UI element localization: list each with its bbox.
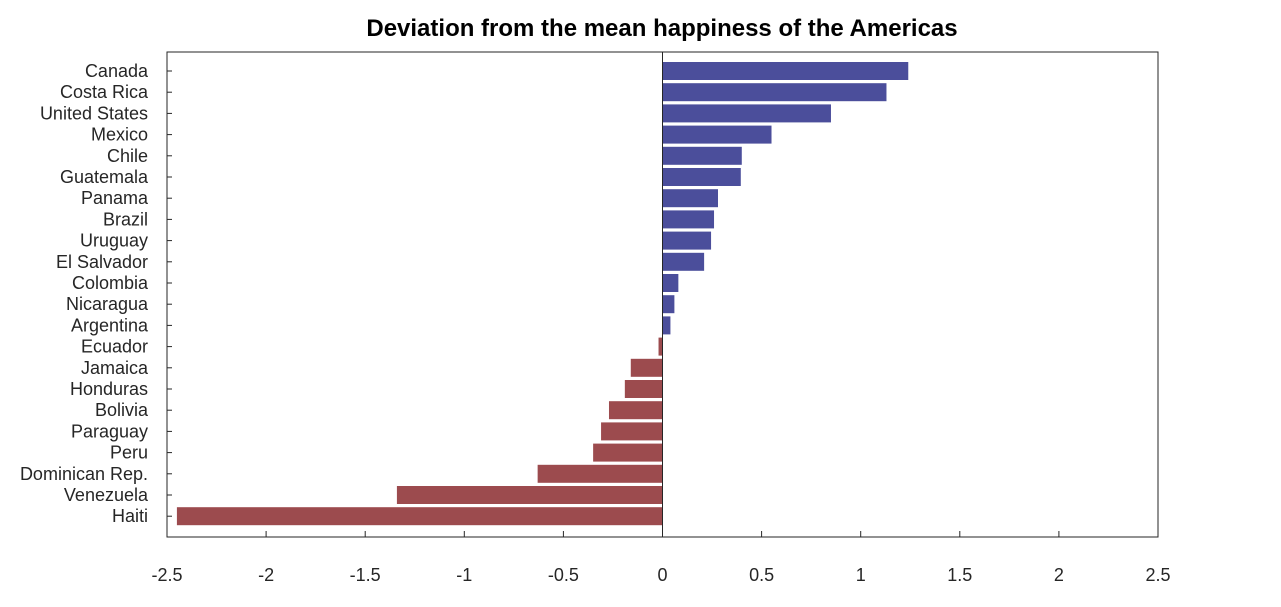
bar-dominican-rep bbox=[537, 464, 663, 483]
y-tick-label-el-salvador: El Salvador bbox=[56, 252, 148, 272]
y-tick-label-brazil: Brazil bbox=[103, 209, 148, 229]
bar-colombia bbox=[662, 274, 679, 292]
y-tick-label-paraguay: Paraguay bbox=[71, 421, 148, 441]
y-tick-label-panama: Panama bbox=[81, 188, 149, 208]
bar-costa-rica bbox=[662, 83, 887, 102]
x-tick-label: 2 bbox=[1054, 565, 1064, 585]
y-tick-label-haiti: Haiti bbox=[112, 506, 148, 526]
x-tick-label: -1 bbox=[456, 565, 472, 585]
bar-bolivia bbox=[608, 401, 663, 420]
y-tick-label-uruguay: Uruguay bbox=[80, 231, 148, 251]
bar-peru bbox=[593, 443, 663, 462]
y-tick-label-colombia: Colombia bbox=[72, 273, 149, 293]
x-tick-label: -0.5 bbox=[548, 565, 579, 585]
x-tick-label: 1 bbox=[856, 565, 866, 585]
y-tick-label-argentina: Argentina bbox=[71, 315, 149, 335]
bars-group bbox=[176, 62, 909, 526]
bar-el-salvador bbox=[662, 252, 705, 271]
bar-ecuador bbox=[658, 337, 663, 356]
x-tick-label: -2.5 bbox=[151, 565, 182, 585]
y-tick-label-venezuela: Venezuela bbox=[64, 485, 149, 505]
x-tick-label: 1.5 bbox=[947, 565, 972, 585]
axes-group bbox=[166, 51, 1159, 538]
bar-honduras bbox=[624, 380, 663, 398]
y-tick-label-chile: Chile bbox=[107, 146, 148, 166]
x-tick-label: -1.5 bbox=[350, 565, 381, 585]
bar-uruguay bbox=[662, 231, 712, 250]
chart-title: Deviation from the mean happiness of the… bbox=[366, 15, 957, 42]
x-tick-label: 2.5 bbox=[1145, 565, 1170, 585]
bar-mexico bbox=[662, 125, 772, 144]
bar-venezuela bbox=[396, 486, 663, 504]
bar-haiti bbox=[176, 507, 663, 526]
bar-argentina bbox=[662, 316, 671, 335]
y-tick-label-bolivia: Bolivia bbox=[95, 400, 149, 420]
y-tick-label-jamaica: Jamaica bbox=[81, 358, 149, 378]
x-tick-label: 0.5 bbox=[749, 565, 774, 585]
y-tick-label-canada: Canada bbox=[85, 61, 149, 81]
y-tick-label-mexico: Mexico bbox=[91, 125, 148, 145]
bar-jamaica bbox=[630, 358, 663, 377]
y-tick-label-honduras: Honduras bbox=[70, 379, 148, 399]
bar-paraguay bbox=[601, 422, 663, 441]
y-tick-label-costa-rica: Costa Rica bbox=[60, 82, 149, 102]
bar-nicaragua bbox=[662, 295, 675, 314]
y-tick-label-dominican-rep: Dominican Rep. bbox=[20, 464, 148, 484]
y-tick-label-guatemala: Guatemala bbox=[60, 167, 149, 187]
y-tick-label-united-states: United States bbox=[40, 103, 148, 123]
bar-chile bbox=[662, 146, 742, 165]
x-tick-labels: -2.5 -2 -1.5 -1 -0.5 0 0.5 1 1.5 2 2.5 bbox=[151, 565, 1170, 585]
y-tick-label-peru: Peru bbox=[110, 443, 148, 463]
y-tick-label-ecuador: Ecuador bbox=[81, 337, 148, 357]
bar-united-states bbox=[662, 104, 831, 123]
bar-panama bbox=[662, 189, 718, 208]
bar-brazil bbox=[662, 210, 715, 229]
x-tick-label: -2 bbox=[258, 565, 274, 585]
x-tick-label: 0 bbox=[657, 565, 667, 585]
bar-canada bbox=[662, 62, 909, 80]
y-tick-label-nicaragua: Nicaragua bbox=[66, 294, 149, 314]
bar-guatemala bbox=[662, 168, 741, 186]
